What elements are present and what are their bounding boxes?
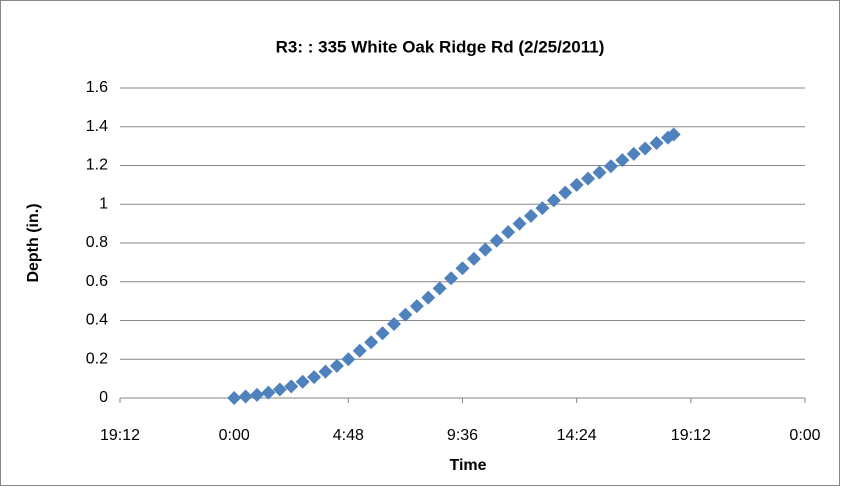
- chart-title: R3: : 335 White Oak Ridge Rd (2/25/2011): [276, 37, 605, 56]
- x-tick-label: 4:48: [333, 427, 364, 444]
- point: [524, 208, 538, 223]
- point: [455, 261, 470, 276]
- point: [478, 242, 493, 257]
- y-tick-label: 1.2: [86, 157, 108, 174]
- y-tick-label: 0.2: [86, 350, 108, 367]
- point: [501, 225, 516, 240]
- point: [250, 387, 264, 402]
- y-tick-label: 1.6: [86, 79, 108, 96]
- point: [432, 281, 447, 296]
- point: [364, 335, 379, 350]
- point: [649, 136, 664, 151]
- x-tick-label: 14:24: [557, 427, 597, 444]
- point: [581, 171, 596, 186]
- point: [238, 389, 253, 404]
- x-tick-label: 19:12: [671, 427, 711, 444]
- point: [307, 370, 322, 385]
- y-tick-label: 1.4: [86, 118, 108, 135]
- point: [398, 307, 413, 322]
- point: [592, 165, 607, 180]
- point: [666, 127, 681, 142]
- point: [352, 343, 367, 358]
- point: [512, 216, 527, 231]
- x-axis-label: Time: [449, 457, 486, 474]
- point: [546, 193, 561, 208]
- y-tick-label: 1: [99, 195, 108, 212]
- point: [558, 185, 573, 200]
- point: [626, 146, 641, 161]
- point: [489, 233, 504, 248]
- point: [569, 177, 584, 192]
- point: [535, 201, 550, 216]
- x-tick-label: 0:00: [789, 427, 820, 444]
- point: [284, 379, 299, 394]
- point: [272, 382, 287, 397]
- y-tick-label: 0: [99, 389, 108, 406]
- point: [615, 153, 630, 168]
- point: [341, 352, 356, 367]
- point: [409, 299, 424, 314]
- y-tick-label: 0.6: [86, 273, 108, 290]
- point: [318, 364, 333, 379]
- y-axis-label: Depth (in.): [25, 203, 42, 282]
- x-tick-label: 9:36: [447, 427, 478, 444]
- point: [261, 385, 276, 400]
- point: [638, 141, 653, 156]
- x-tick-label: 0:00: [219, 427, 250, 444]
- point: [329, 358, 344, 373]
- y-tick-label: 0.8: [86, 234, 108, 251]
- point: [421, 290, 436, 305]
- point: [227, 391, 242, 405]
- point: [295, 374, 310, 389]
- point: [387, 316, 401, 331]
- x-tick-label: 19:12: [100, 427, 140, 444]
- point: [444, 271, 459, 286]
- point: [375, 326, 390, 341]
- point: [466, 251, 481, 266]
- y-tick-label: 0.4: [86, 312, 108, 329]
- point: [603, 159, 618, 174]
